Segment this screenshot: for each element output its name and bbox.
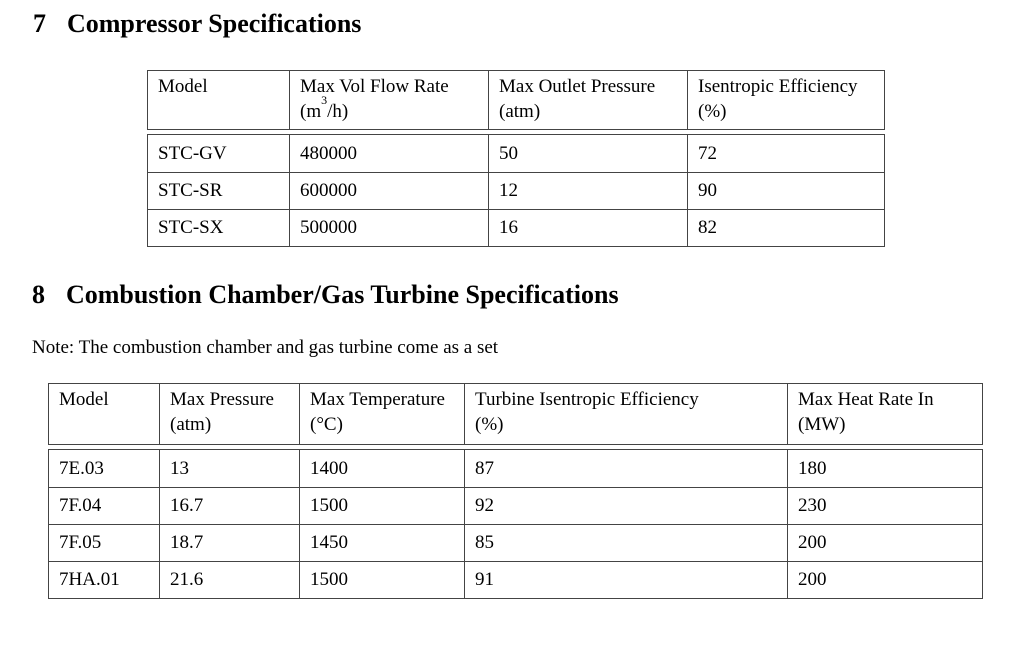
table-cell: 200 <box>787 524 982 561</box>
header-unit: (%) <box>698 101 727 122</box>
table-cell: 21.6 <box>159 561 299 598</box>
table-cell: 72 <box>687 135 884 172</box>
header-unit: (MW) <box>798 414 846 435</box>
table-cell: 13 <box>159 450 299 487</box>
header-cell-model: Model <box>148 71 289 129</box>
header-cell-model: Model <box>49 384 159 444</box>
header-label: Max Heat Rate In <box>798 389 934 410</box>
table-cell: 82 <box>687 209 884 246</box>
header-label: Turbine Isentropic Efficiency <box>475 389 699 410</box>
table-cell: 7E.03 <box>59 457 104 479</box>
table-cell: 87 <box>464 450 787 487</box>
unit-text: /h) <box>327 101 349 122</box>
compressor-table-body: STC-GV 480000 50 72 STC-SR 600000 12 90 … <box>147 134 885 247</box>
table-cell: 91 <box>464 561 787 598</box>
table-cell: 7F.04 <box>49 487 159 524</box>
table-cell: 16 <box>488 209 687 246</box>
table-cell: 18.7 <box>159 524 299 561</box>
header-unit: (%) <box>475 414 504 435</box>
note-text: Note: The combustion chamber and gas tur… <box>32 337 499 358</box>
header-label: Model <box>59 389 109 410</box>
header-unit: (°C) <box>310 414 343 435</box>
header-cell-turbine-isentropic-efficiency: Turbine Isentropic Efficiency (%) <box>464 384 787 444</box>
header-cell-max-pressure: Max Pressure (atm) <box>159 384 299 444</box>
turbine-table-header-row: Model Max Pressure (atm) Max Temperature… <box>48 383 983 445</box>
table-cell: 92 <box>464 487 787 524</box>
section-8-heading: 8 Combustion Chamber/Gas Turbine Specifi… <box>32 280 619 310</box>
header-cell-max-outlet-pressure: Max Outlet Pressure (atm) <box>488 71 687 129</box>
header-label: Max Vol Flow Rate <box>300 76 449 97</box>
header-cell-max-vol-flow-rate: Max Vol Flow Rate (m3/h) <box>289 71 488 129</box>
table-cell: 1450 <box>299 524 464 561</box>
table-cell: 7F.05 <box>49 524 159 561</box>
table-cell: 1500 <box>299 487 464 524</box>
header-label: Isentropic Efficiency <box>698 76 858 97</box>
section-8-number: 8 <box>32 280 45 309</box>
header-cell-isentropic-efficiency: Isentropic Efficiency (%) <box>687 71 884 129</box>
table-cell: 480000 <box>289 135 488 172</box>
header-cell-max-heat-rate-in: Max Heat Rate In (MW) <box>787 384 982 444</box>
header-label: Max Temperature <box>310 389 445 410</box>
table-cell: 500000 <box>289 209 488 246</box>
table-cell: 50 <box>488 135 687 172</box>
header-unit: (m3/h) <box>300 94 488 124</box>
table-cell: 16.7 <box>159 487 299 524</box>
unit-superscript: 3 <box>321 92 328 107</box>
section-7-heading: 7 Compressor Specifications <box>33 9 361 39</box>
header-cell-max-temperature: Max Temperature (°C) <box>299 384 464 444</box>
table-cell: 1500 <box>299 561 464 598</box>
table-cell: STC-SR <box>148 172 289 209</box>
turbine-table-body: 7E.03 13 1400 87 180 7F.04 16.7 1500 92 … <box>48 449 983 599</box>
turbine-spec-table: Model Max Pressure (atm) Max Temperature… <box>48 383 983 599</box>
table-cell: 180 <box>787 450 982 487</box>
header-label: Max Outlet Pressure <box>499 76 656 97</box>
table-cell: 90 <box>687 172 884 209</box>
header-unit: (atm) <box>499 101 541 122</box>
header-label: Max Pressure <box>170 389 274 410</box>
table-cell: 1400 <box>299 450 464 487</box>
table-cell: 85 <box>464 524 787 561</box>
section-8-title: Combustion Chamber/Gas Turbine Specifica… <box>66 280 619 309</box>
compressor-spec-table: Model Max Vol Flow Rate (m3/h) Max Outle… <box>147 70 885 247</box>
table-cell: STC-GV <box>158 142 227 164</box>
table-cell: 200 <box>787 561 982 598</box>
table-cell: 12 <box>488 172 687 209</box>
compressor-table-header-row: Model Max Vol Flow Rate (m3/h) Max Outle… <box>147 70 885 130</box>
section-7-number: 7 <box>33 9 46 38</box>
header-unit: (atm) <box>170 414 212 435</box>
table-cell: 600000 <box>289 172 488 209</box>
table-cell: 7HA.01 <box>49 561 159 598</box>
table-cell: STC-SX <box>148 209 289 246</box>
section-7-title: Compressor Specifications <box>67 9 362 38</box>
header-label: Model <box>158 76 208 97</box>
table-cell: 230 <box>787 487 982 524</box>
unit-text: (m <box>300 101 322 122</box>
